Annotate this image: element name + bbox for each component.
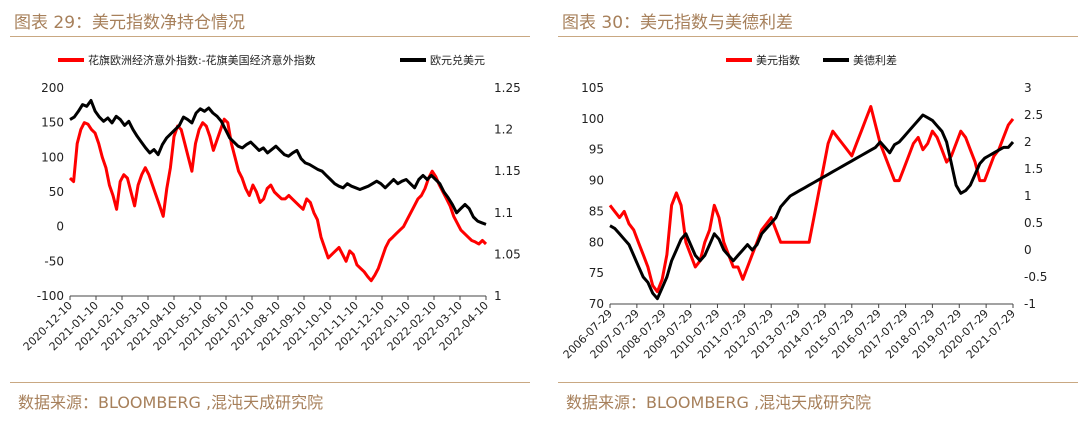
y-right-tick-label: 1 <box>494 289 502 303</box>
y-left-tick-label: 85 <box>589 204 604 218</box>
y-left-tick-label: 100 <box>581 112 604 126</box>
y-right-tick-label: 1.15 <box>494 164 521 178</box>
source-divider <box>558 382 1078 383</box>
y-right-tick-label: 2.5 <box>1024 108 1043 122</box>
line-chart: 花旗欧洲经济意外指数:-花旗美国经济意外指数 欧元兑美元 200 150 100 50 0 -… <box>21 53 521 353</box>
source-note: 数据来源：BLOOMBERG ,混沌天成研究院 <box>18 393 324 412</box>
series-line <box>609 113 1015 301</box>
y-left-tick-label: 95 <box>589 143 604 157</box>
series-line <box>68 117 488 283</box>
y-left-tick-label: 100 <box>41 150 64 164</box>
legend-label: 欧元兑美元 <box>430 53 485 67</box>
legend-label: 美德利差 <box>853 53 897 67</box>
y-right-tick-label: 1.5 <box>1024 162 1043 176</box>
y-left-tick-label: 75 <box>589 266 604 280</box>
y-left-tick-label: 80 <box>589 235 604 249</box>
title-divider <box>10 36 530 37</box>
legend-label: 美元指数 <box>756 53 800 67</box>
title-divider <box>558 36 1078 37</box>
y-left-tick-label: 105 <box>581 81 604 95</box>
source-note: 数据来源：BLOOMBERG ,混沌天成研究院 <box>566 393 872 412</box>
y-left-tick-label: 0 <box>56 220 64 234</box>
y-right-tick-label: -0.5 <box>1024 270 1047 284</box>
line-chart: 美元指数 美德利差 105 100 95 90 85 80 75 70 3 2.5 2 1.5 1 0.5 0 -… <box>561 53 1048 361</box>
y-right-tick-label: 1.05 <box>494 247 521 261</box>
y-right-tick-label: 0.5 <box>1024 216 1043 230</box>
y-left-tick-label: 50 <box>49 185 64 199</box>
legend-label: 花旗欧洲经济意外指数:-花旗美国经济意外指数 <box>88 53 316 67</box>
y-right-tick-label: -1 <box>1024 297 1036 311</box>
source-divider <box>10 382 530 383</box>
y-left-tick-label: 70 <box>589 297 604 311</box>
chart-title: 图表 30：美元指数与美德利差 <box>562 13 794 33</box>
y-right-tick-label: 3 <box>1024 81 1032 95</box>
y-right-tick-label: 1.25 <box>494 81 521 95</box>
chart-panel-left: 图表 29：美元指数净持仓情况 花旗欧洲经济意外指数:-花旗美国经济意外指数 欧元… <box>0 0 530 426</box>
series-line <box>69 99 487 226</box>
y-right-tick-label: 0 <box>1024 243 1032 257</box>
y-right-tick-label: 1.1 <box>494 206 513 220</box>
y-left-tick-label: -50 <box>44 254 64 268</box>
y-right-tick-label: 2 <box>1024 135 1032 149</box>
series-line <box>608 105 1015 294</box>
y-left-tick-label: 150 <box>41 116 64 130</box>
chart-panel-right: 图表 30：美元指数与美德利差 美元指数 美德利差 105 100 95 90 85 80 75… <box>548 0 1078 426</box>
y-left-tick-label: 90 <box>589 174 604 188</box>
y-left-tick-label: -100 <box>37 289 64 303</box>
y-right-tick-label: 1.2 <box>494 123 513 137</box>
y-left-tick-label: 200 <box>41 81 64 95</box>
chart-title: 图表 29：美元指数净持仓情况 <box>14 13 246 33</box>
y-right-tick-label: 1 <box>1024 189 1032 203</box>
